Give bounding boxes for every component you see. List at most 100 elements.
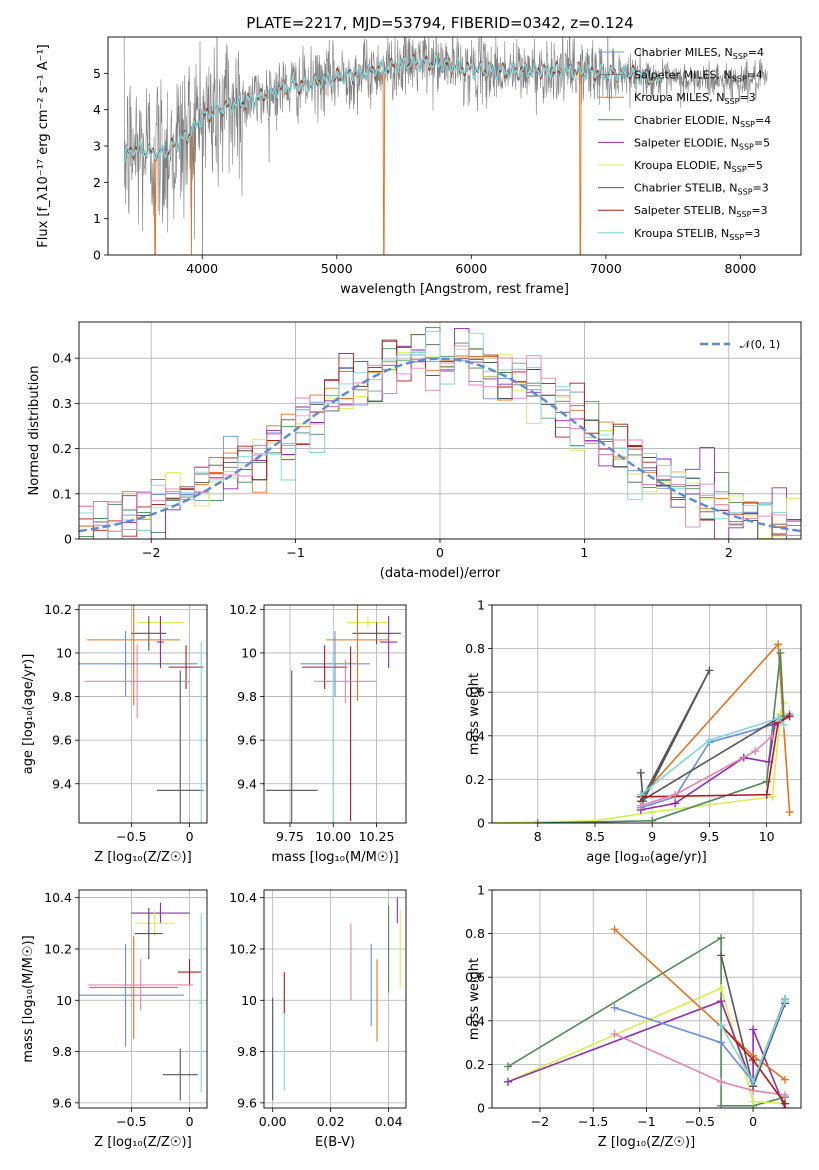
weight-marker-salpeter_stelib	[785, 712, 794, 721]
y-axis-label: Flux [f_λ10⁻¹⁷ erg cm⁻² s⁻¹ A⁻¹]	[36, 44, 51, 248]
x-tick-label: 10	[759, 829, 775, 844]
weight-marker-kroupa_miles	[774, 640, 783, 649]
panel-weight_vs_age: 8 8.5 9 9.5 10 0 0.2 0.4 0.6 0.8 1 age [log₁₀(age/y…	[465, 598, 802, 865]
y-tick-label: 9.8	[52, 689, 72, 704]
y-tick-label: 0.4	[52, 351, 72, 366]
y-tick-label: 1	[477, 883, 485, 898]
y-tick-label: 0	[93, 248, 101, 263]
model-spectrum-kroupa_miles	[123, 53, 661, 255]
y-tick-label: 3	[93, 139, 101, 154]
y-tick-label: 9.6	[52, 1095, 72, 1110]
histogram-pink	[79, 345, 801, 536]
y-tick-label: 0.3	[52, 396, 72, 411]
spectrum-legend: Chabrier MILES, NSSP=4 Salpeter MILES, NS…	[598, 46, 771, 242]
x-tick-label: −0.5	[685, 1114, 715, 1129]
weight-marker-chabrier_elodie	[776, 648, 785, 657]
panel-age_vs_mass: 9.75 10.00 10.25 9.4 9.6 9.8 10 10.2 mass [log₁₀…	[229, 602, 407, 865]
axes-frame	[78, 604, 208, 824]
weight-marker-kroupa_stelib	[779, 720, 788, 729]
legend-label-chabrier_stelib: Chabrier STELIB, NSSP=3	[634, 182, 769, 197]
x-axis-label: (data-model)/error	[380, 566, 501, 581]
y-tick-label: 10.4	[229, 890, 257, 905]
panel-weight_vs_Z: −2 −1.5 −1 −0.5 0 0 0.2 0.4 0.6 0.8 1 Z [log₁₀(Z/Z☉…	[465, 883, 802, 1150]
weight-marker-pink	[751, 747, 760, 756]
legend-label-salpeter_miles: Salpeter MILES, NSSP=4	[634, 69, 763, 84]
weight-marker-pink	[781, 1090, 790, 1099]
normal-curve	[79, 357, 801, 533]
y-tick-label: 9.6	[237, 733, 257, 748]
x-axis-label: Z [log₁₀(Z/Z☉)]	[598, 1135, 695, 1150]
weight-marker-chabrier_stelib	[705, 666, 714, 675]
plot-area	[123, 37, 768, 255]
y-tick-label: 9.6	[237, 1095, 257, 1110]
weight-line-pink	[614, 1033, 786, 1096]
axes-frame	[263, 604, 407, 824]
y-tick-label: 5	[93, 66, 101, 81]
x-tick-label: −1.5	[578, 1114, 608, 1129]
weight-marker-pink	[717, 1077, 726, 1086]
legend-label-kroupa_elodie: Kroupa ELODIE, NSSP=5	[634, 159, 763, 174]
x-axis-label: Z [log₁₀(Z/Z☉)]	[94, 850, 191, 865]
plot-area	[503, 925, 790, 1108]
x-tick-label: 9.5	[699, 829, 719, 844]
y-tick-label: 0.4	[465, 1013, 485, 1028]
y-tick-label: 9.4	[52, 776, 72, 791]
panel-spectrum: 4000 5000 6000 7000 8000 0 1 2 3 4 5 wavelength [An…	[36, 36, 802, 297]
weight-marker-kroupa_stelib	[636, 790, 645, 799]
weight-marker-chabrier_stelib	[717, 951, 726, 960]
axes-frame	[78, 321, 802, 540]
x-tick-label: 0.02	[317, 1114, 345, 1129]
x-axis-label: Z [log₁₀(Z/Z☉)]	[94, 1135, 191, 1150]
x-tick-label: 0.00	[259, 1114, 287, 1129]
y-tick-label: 10	[56, 645, 72, 660]
y-axis-label: age [log₁₀(age/yr)]	[21, 654, 36, 775]
x-tick-label: 8.5	[585, 829, 605, 844]
y-tick-label: 0.4	[465, 728, 485, 743]
axes-frame	[491, 604, 802, 824]
x-tick-label: 9.75	[276, 829, 304, 844]
y-tick-label: 0.8	[465, 926, 485, 941]
x-tick-label: 10.25	[359, 829, 395, 844]
weight-marker-kroupa_miles	[610, 925, 619, 934]
y-tick-label: 0.8	[465, 641, 485, 656]
x-tick-label: −1	[286, 545, 304, 560]
plot-area	[272, 897, 401, 1101]
legend-label-chabrier_miles: Chabrier MILES, NSSP=4	[634, 46, 764, 61]
y-tick-label: 4	[93, 102, 101, 117]
y-tick-label: 9.6	[52, 733, 72, 748]
plot-area	[492, 640, 794, 823]
weight-marker-chabrier_elodie	[717, 933, 726, 942]
y-tick-label: 0	[64, 532, 72, 547]
y-tick-label: 1	[477, 598, 485, 613]
y-tick-label: 10.2	[44, 602, 72, 617]
axes-frame	[107, 36, 802, 256]
plot-area	[79, 605, 204, 823]
x-tick-label: −1	[637, 1114, 655, 1129]
x-tick-label: −0.5	[116, 829, 146, 844]
y-tick-label: 10.2	[229, 602, 257, 617]
gridlines	[79, 605, 207, 823]
x-tick-label: −0.5	[116, 1114, 146, 1129]
weight-marker-kroupa_stelib	[749, 1077, 758, 1086]
x-axis-label: age [log₁₀(age/yr)]	[586, 850, 707, 865]
y-tick-label: 0.2	[465, 772, 485, 787]
weight-line-kroupa_stelib	[640, 717, 785, 796]
x-tick-label: 10.00	[315, 829, 351, 844]
model-spectrum-kroupa_stelib	[123, 53, 661, 164]
y-tick-label: 10.4	[44, 890, 72, 905]
y-tick-label: 0.2	[52, 441, 72, 456]
weight-marker-chabrier_stelib	[636, 768, 645, 777]
x-tick-label: 6000	[455, 261, 487, 276]
x-tick-label: −2	[142, 545, 160, 560]
y-tick-label: 1	[93, 211, 101, 226]
x-axis-label: wavelength [Angstrom, rest frame]	[340, 282, 569, 297]
weight-marker-kroupa_elodie	[768, 792, 777, 801]
y-tick-label: 0.6	[465, 685, 485, 700]
weight-line-salpeter_stelib	[640, 715, 790, 798]
x-tick-label: 1	[580, 545, 588, 560]
gridlines	[264, 890, 406, 1108]
weight-marker-salpeter_stelib	[749, 1056, 758, 1065]
panel-residuals: −2 −1 0 1 2 0 0.1 0.2 0.3 0.4 (data-model)/error No…	[27, 321, 802, 581]
observed-spectrum	[123, 37, 768, 255]
